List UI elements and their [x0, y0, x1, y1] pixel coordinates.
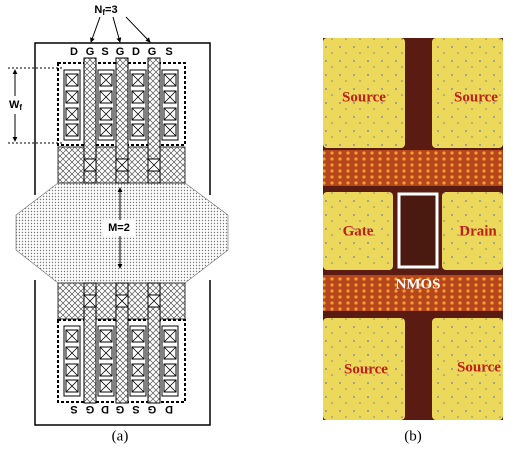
multiplier-label: M=2 — [108, 222, 130, 234]
device-box — [399, 194, 437, 267]
terminal-label: G — [116, 403, 125, 415]
nf-label: Nf=3 — [94, 4, 117, 17]
pad-label: Source — [457, 359, 501, 375]
pad-label: Drain — [459, 223, 497, 239]
pad-label: Gate — [343, 223, 374, 239]
figure: Wf Nf=3 M=2 (a) Source Source Gate Drain… — [0, 0, 517, 452]
terminal-label: G — [148, 403, 157, 415]
terminal-label: S — [101, 46, 108, 58]
pad-label: Source — [342, 89, 386, 105]
terminal-label: D — [132, 46, 140, 58]
arrow — [113, 17, 120, 42]
terminal-label: G — [86, 46, 95, 58]
arrow — [126, 17, 150, 42]
terminal-label: G — [86, 403, 95, 415]
pad-label: Source — [454, 89, 498, 105]
caption: (a) — [112, 428, 129, 444]
micrograph: Source Source Gate Drain Source Source N… — [323, 38, 503, 444]
terminal-label: S — [165, 46, 172, 58]
terminal-label: S — [132, 403, 139, 415]
caption: (b) — [404, 428, 422, 444]
terminal-label: G — [116, 46, 125, 58]
device-label: NMOS — [396, 276, 441, 292]
terminal-label: S — [70, 403, 77, 415]
metal-band — [323, 150, 503, 186]
arrow — [91, 17, 100, 42]
terminal-label: D — [101, 403, 109, 415]
terminal-label: D — [165, 403, 173, 415]
layout-diagram: Wf Nf=3 M=2 (a) — [6, 4, 228, 445]
terminal-label: D — [70, 46, 78, 58]
terminal-label: G — [148, 46, 157, 58]
pad-label: Source — [344, 361, 388, 377]
